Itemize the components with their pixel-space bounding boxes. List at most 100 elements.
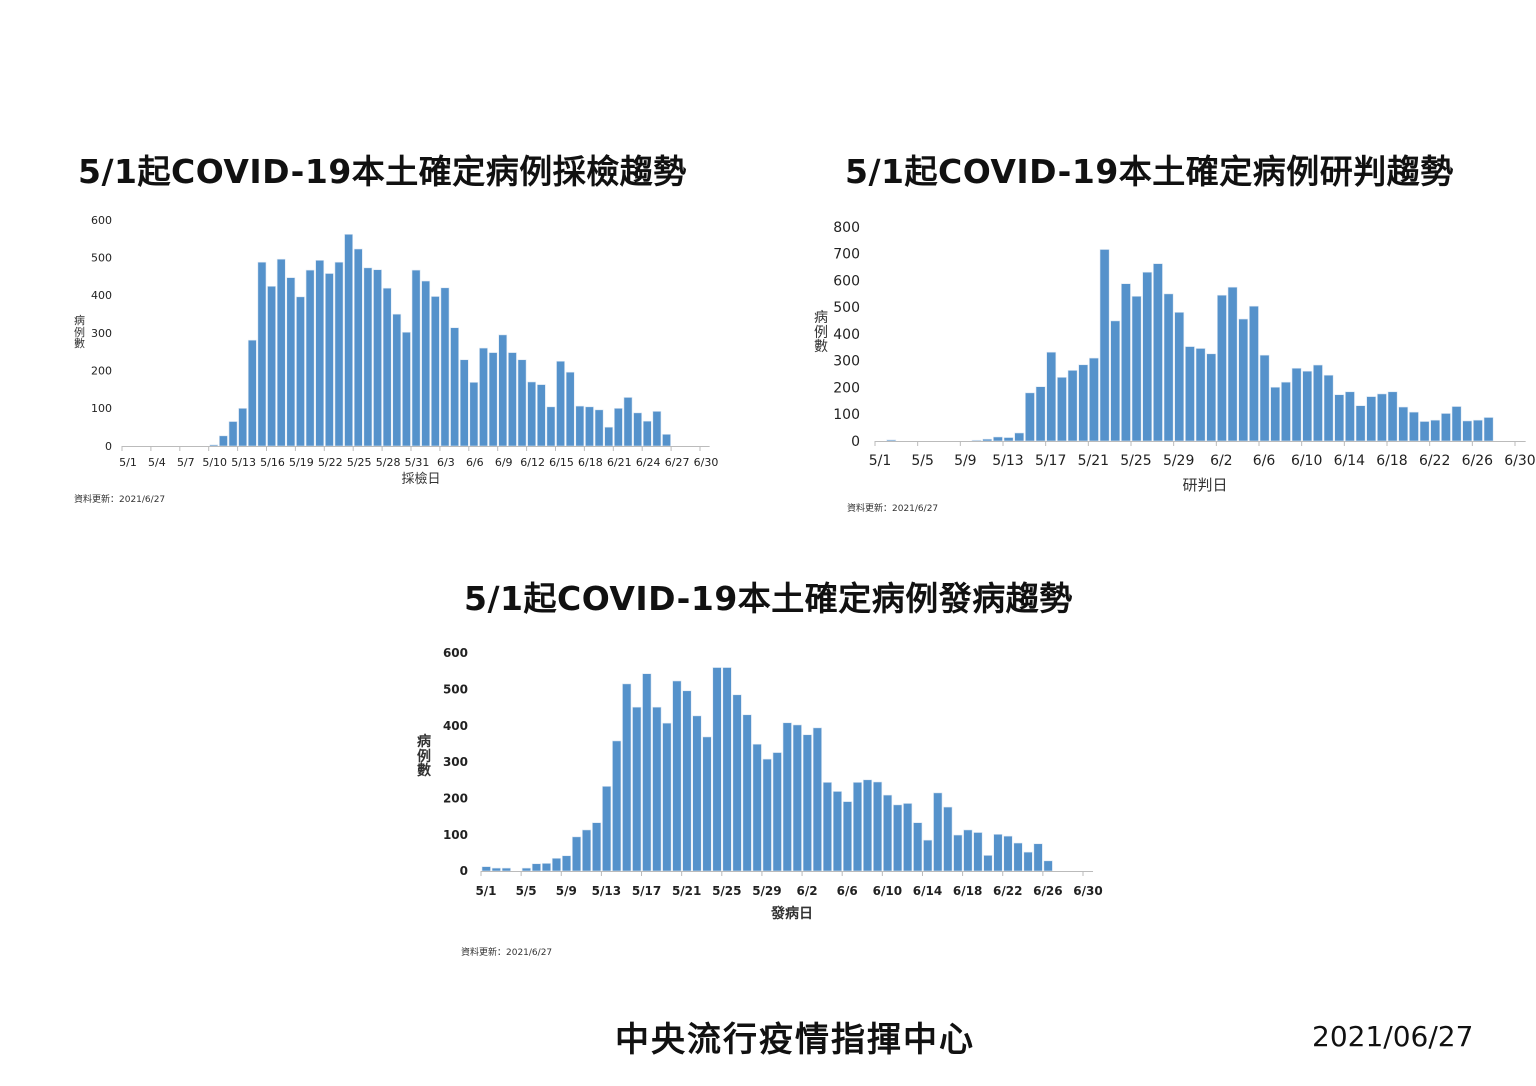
bar [602,786,612,872]
bar [575,405,585,447]
bar [802,734,812,872]
x-tick-label: 6/15 [549,456,574,469]
bar [209,444,219,447]
bar [488,352,498,447]
x-tick-label: 5/21 [1078,453,1109,469]
bar [1121,283,1131,442]
footer-date: 2021/06/27 [1312,1020,1474,1053]
x-tick-label: 5/17 [1035,453,1066,469]
x-tick-label: 6/2 [797,884,818,898]
bar [632,706,642,872]
bar [363,267,373,447]
bar [1281,381,1291,442]
bar [1462,420,1473,442]
bar [1355,405,1366,442]
bar [498,334,508,447]
x-tick-label: 6/10 [873,884,902,898]
y-tick-label: 800 [833,220,860,236]
bar [822,782,832,872]
bar [508,352,517,447]
bar [592,822,602,872]
x-tick-label: 6/24 [636,456,661,469]
bar [772,752,782,872]
bar [993,834,1003,872]
bar [1043,860,1053,872]
bar [344,234,354,447]
bar [923,839,933,872]
x-tick-label: 6/21 [607,456,632,469]
bar [469,382,479,447]
x-tick-label: 5/10 [202,456,227,469]
bar [1057,377,1067,442]
bar [672,680,682,872]
bar [652,706,662,872]
bar [421,280,431,447]
y-tick-label: 0 [105,440,112,453]
x-tick-label: 5/13 [592,884,621,898]
bar [373,269,382,447]
bar [1473,419,1483,442]
bar [324,273,334,447]
bar [1249,305,1259,442]
bar [440,287,450,447]
bar [1142,271,1153,442]
bar [541,863,552,872]
x-tick-label: 6/30 [1504,453,1535,469]
bar [662,722,672,872]
bar [531,863,542,872]
bar [527,381,537,447]
bar [913,822,923,872]
bar [1078,364,1089,442]
bar [1035,386,1046,442]
y-tick-label: 200 [833,380,860,396]
bar [722,667,732,872]
bar [943,806,953,872]
bar [1089,357,1099,442]
chart-title-onset: 5/1起COVID-19本土確定病例發病趨勢 [464,579,1073,618]
x-axis-title: 採檢日 [401,471,440,487]
bar [652,411,662,447]
bar [613,408,623,447]
bar [1153,263,1163,442]
bar [792,724,802,872]
x-tick-label: 6/3 [437,456,455,469]
bar [521,867,531,872]
y-tick-label: 0 [851,434,860,450]
bar [228,421,238,447]
x-tick-label: 6/2 [1210,453,1233,469]
bar [1013,842,1023,872]
bar [1227,286,1238,442]
bar [238,408,248,447]
x-tick-label: 5/21 [672,884,701,898]
bar [594,409,604,447]
bar [1195,348,1206,442]
x-tick-label: 6/6 [1253,453,1276,469]
bar [612,740,622,872]
bar [893,804,903,872]
bar [257,261,267,447]
x-tick-label: 5/16 [260,456,285,469]
bar [585,406,594,447]
y-axis-title-onset: 病例數 [417,734,431,780]
y-tick-label: 400 [443,719,468,733]
y-tick-label: 0 [460,864,468,878]
bar [762,758,772,872]
x-tick-label: 6/18 [953,884,982,898]
y-tick-label: 500 [443,683,468,697]
bar [886,439,897,442]
bar [479,347,488,447]
bar [1003,835,1013,872]
chart-title-sampling: 5/1起COVID-19本土確定病例採檢趨勢 [78,152,687,191]
bar [982,438,993,442]
y-tick-label: 600 [443,646,468,660]
bar [842,801,853,872]
x-tick-label: 5/25 [347,456,372,469]
bar [1366,396,1377,442]
bar [782,722,792,872]
bar [1217,294,1227,442]
bar [1033,843,1043,872]
x-axis-title: 研判日 [1182,476,1227,494]
bar [862,779,873,872]
bar [933,792,943,872]
